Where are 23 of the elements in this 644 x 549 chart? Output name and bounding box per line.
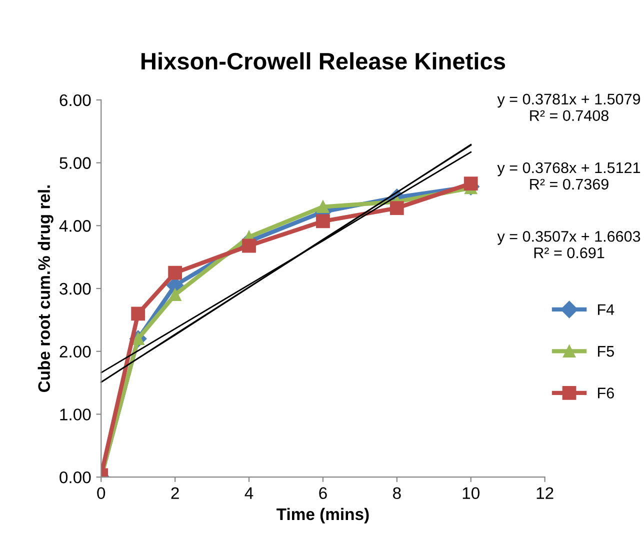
y-tick-label: 0.00 <box>60 471 91 484</box>
x-tick-label: 4 <box>244 487 254 499</box>
y-axis-title: Cube root cum.% drug rel. <box>38 185 54 392</box>
x-tick-label: 12 <box>536 487 554 499</box>
x-tick-label: 10 <box>462 487 480 500</box>
x-tick-label: 8 <box>393 487 401 500</box>
y-tick-label: 3.00 <box>60 282 91 295</box>
x-tick-label: 2 <box>171 487 179 499</box>
x-tick-label: 6 <box>319 487 327 500</box>
chart-title: Hixson-Crowell Release Kinetics <box>142 52 506 70</box>
y-tick-label: 6.00 <box>60 94 91 106</box>
legend-label: F6 <box>598 388 614 398</box>
legend-label: F4 <box>598 304 614 315</box>
annotation: y = 0.3507x + 1.6603 R² = 0.691 <box>497 230 640 258</box>
y-tick-label: 4.00 <box>59 220 91 232</box>
x-axis-title: Time (mins) <box>276 508 369 524</box>
y-tick-label: 1.00 <box>60 408 91 420</box>
annotation: y = 0.3768x + 1.5121 R² = 0.7369 <box>497 162 640 190</box>
y-tick-label: 5.00 <box>60 157 91 169</box>
legend-label: F5 <box>598 346 614 357</box>
y-tick-label: 2.00 <box>60 346 91 358</box>
annotation: y = 0.3781x + 1.5079 R² = 0.7408 <box>497 94 640 122</box>
x-tick-label: 0 <box>97 487 106 500</box>
